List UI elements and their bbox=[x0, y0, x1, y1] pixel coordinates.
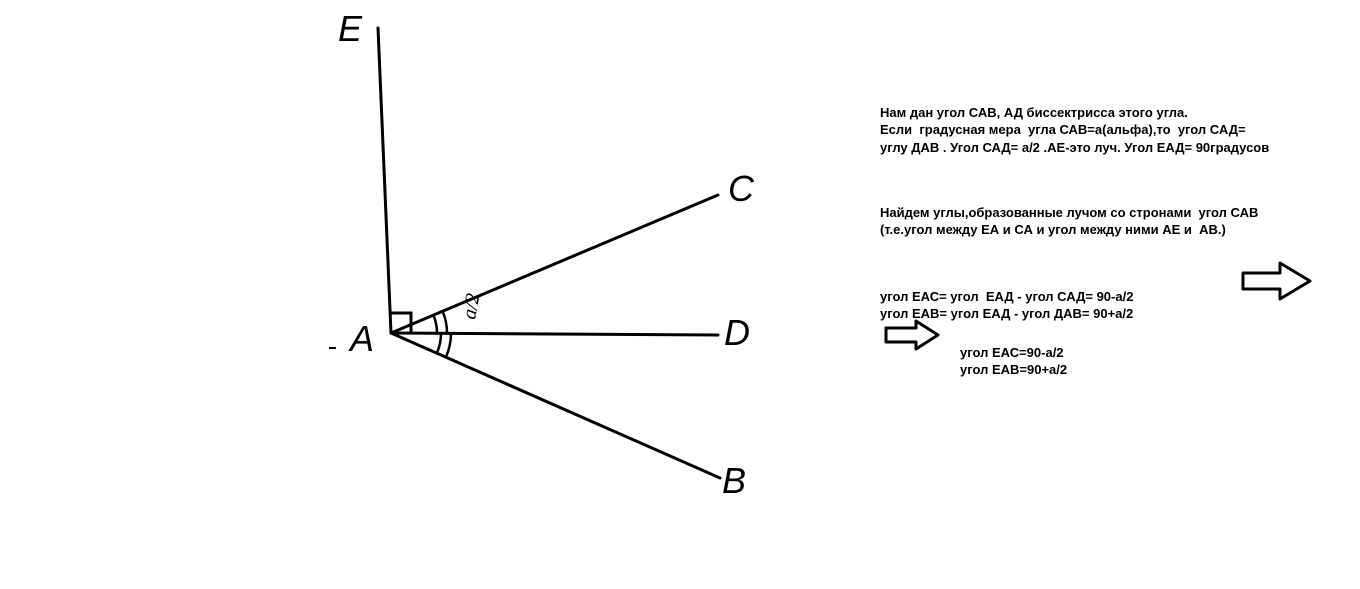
text-p1-l2: Если градусная мера угла САВ=а(альфа),то… bbox=[880, 122, 1246, 137]
label-a: A bbox=[350, 318, 374, 360]
ray-ae bbox=[378, 28, 391, 333]
label-d: D bbox=[724, 312, 750, 354]
arc-cad-inner bbox=[433, 315, 437, 333]
label-c: C bbox=[728, 168, 754, 210]
angle-label-a-over-2: a/2 bbox=[458, 292, 484, 321]
text-p3-l1: угол ЕАС= угол ЕАД - угол САД= 90-а/2 bbox=[880, 289, 1133, 304]
text-p1: Нам дан угол САВ, АД биссектрисса этого … bbox=[880, 86, 1269, 174]
label-e: E bbox=[338, 8, 362, 50]
arc-dab-outer bbox=[446, 333, 451, 357]
diagram-canvas: a/2 E C D B A Нам дан угол САВ, АД биссе… bbox=[0, 0, 1360, 589]
ray-ab bbox=[391, 333, 720, 478]
label-b: B bbox=[722, 460, 746, 502]
text-p2-l2: (т.е.угол между ЕА и СА и угол между ним… bbox=[880, 222, 1226, 237]
text-p3-l2: угол ЕАВ= угол ЕАД - угол ДАВ= 90+а/2 bbox=[880, 306, 1133, 321]
text-p1-l3: углу ДАВ . Угол САД= а/2 .АЕ-это луч. Уг… bbox=[880, 140, 1269, 155]
text-p2: Найдем углы,образованные лучом со строна… bbox=[880, 186, 1258, 256]
arrow-right-icon bbox=[1243, 263, 1310, 299]
text-p1-l1: Нам дан угол САВ, АД биссектрисса этого … bbox=[880, 105, 1188, 120]
arc-dab-inner bbox=[437, 333, 441, 353]
text-p4-l2: угол ЕАВ=90+а/2 bbox=[960, 362, 1067, 377]
arc-cad-outer bbox=[443, 311, 447, 333]
text-p4-l1: угол ЕАС=90-а/2 bbox=[960, 345, 1064, 360]
text-p2-l1: Найдем углы,образованные лучом со строна… bbox=[880, 205, 1258, 220]
ray-ac bbox=[391, 195, 718, 333]
text-p4: угол ЕАС=90-а/2 угол ЕАВ=90+а/2 bbox=[960, 326, 1067, 396]
